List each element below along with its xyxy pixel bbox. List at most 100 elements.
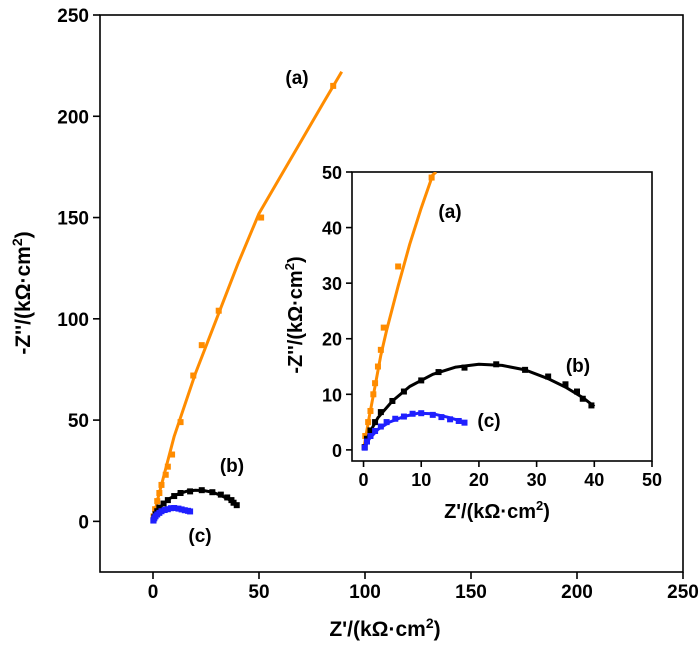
inset-series-c-point	[429, 411, 436, 418]
main-x-tick-label: 150	[455, 582, 487, 603]
main-x-tick-label: 200	[561, 582, 593, 603]
main-y-tick-label: 150	[57, 209, 89, 230]
main-series-c-point	[178, 506, 185, 513]
inset-series-b-label: (b)	[566, 356, 590, 377]
inset-series-a-point	[370, 391, 377, 398]
main-x-tick-label: 50	[248, 582, 269, 603]
inset-series-c-point	[418, 410, 425, 417]
main-series-b-point	[156, 504, 163, 511]
inset-x-axis-title: Z'/(kΩ·cm2)	[444, 498, 550, 523]
inset-x-tick-label: 50	[642, 470, 662, 490]
main-series-c-point	[168, 505, 175, 512]
main-x-tick-label: 250	[667, 582, 699, 603]
main-series-a-point	[215, 307, 222, 314]
inset-series-b-point	[522, 366, 529, 373]
inset-series-group	[361, 172, 596, 451]
inset-series-b-point	[545, 373, 552, 380]
main-y-axis-title: -Z''/(kΩ·cm2)	[9, 231, 35, 354]
inset-x-tick-label: 20	[469, 470, 489, 490]
inset-y-tick-label: 0	[332, 441, 342, 461]
inset-series-b-point	[574, 388, 580, 395]
inset-series-a-point	[428, 174, 435, 181]
main-series-a-point	[164, 463, 171, 470]
inset-y-tick-label: 50	[322, 163, 342, 183]
main-series-b-point	[160, 500, 167, 507]
inset-y-axis-title: -Z''/(kΩ·cm2)	[282, 256, 307, 373]
inset-series-a-line	[362, 172, 438, 451]
inset-series-b-point	[461, 364, 468, 371]
main-series-c-point	[175, 505, 182, 512]
main-series-b-point	[164, 497, 171, 504]
main-series-a-point	[162, 471, 169, 478]
inset-y-tick-label: 20	[322, 330, 342, 350]
inset-series-c-point	[392, 415, 399, 422]
main-series-a-point	[169, 451, 176, 458]
inset-series-b-point	[435, 369, 442, 376]
main-series-a-point	[190, 372, 197, 379]
inset-series-b-point	[367, 427, 374, 434]
inset-series-c-point	[367, 432, 374, 439]
inset-series-c-point	[409, 410, 416, 417]
main-series-a-point	[258, 214, 265, 221]
main-series-a-label: (a)	[285, 68, 308, 89]
main-series-b-point	[198, 487, 205, 494]
inset-y-tick-label: 40	[322, 219, 342, 239]
inset-series-c-point	[455, 417, 462, 424]
inset-series-b-point	[372, 419, 379, 426]
inset-series-c-point	[461, 419, 468, 426]
main-y-tick-label: 250	[57, 6, 89, 27]
main-series-b-point	[187, 488, 194, 495]
inset-series-b-point	[400, 388, 407, 395]
inset-frame	[351, 171, 653, 462]
inset-series-c-point	[377, 423, 384, 430]
inset-series-c-point	[364, 438, 370, 445]
main-series-a-point	[177, 419, 184, 426]
main-series-c-point	[161, 507, 168, 514]
inset-x-tick-label: 40	[584, 470, 604, 490]
main-series-a-point	[154, 498, 161, 505]
inset-series-b-point	[389, 397, 396, 404]
inset-series-c-point	[438, 414, 445, 421]
inset-series-c-label: (c)	[477, 411, 500, 432]
main-plot-area: 0 50 100 150 200 250050100150200250Z'/(kΩ·cm2…	[9, 6, 699, 641]
main-series-b-point	[224, 494, 231, 501]
main-series-c-point	[187, 508, 194, 515]
inset-series-a-point	[374, 363, 381, 370]
main-series-a-point	[158, 481, 165, 488]
main-series-b-point	[177, 490, 184, 497]
inset-series-a-point	[380, 324, 387, 331]
main-series-b-point	[233, 502, 240, 509]
inset-series-c-point	[447, 416, 454, 423]
inset-series-b-point	[579, 395, 586, 402]
inset-series-b-point	[493, 361, 500, 368]
main-x-axis-title: Z'/(kΩ·cm2)	[329, 615, 440, 641]
inset-series-b-point	[588, 402, 595, 409]
inset-series-b-point	[418, 377, 425, 384]
main-y-tick-label: 50	[68, 411, 89, 432]
inset-series-a-point	[377, 346, 384, 353]
main-y-tick-label: 100	[57, 310, 89, 331]
main-series-b-point	[230, 499, 237, 506]
main-y-tick-label: 0	[78, 512, 89, 533]
inset-series-a-point	[395, 263, 402, 270]
inset-series-a-point	[372, 380, 379, 387]
inset-x-tick-label: 30	[527, 470, 547, 490]
main-series-a-point	[156, 490, 163, 497]
main-series-b-point	[217, 491, 224, 498]
inset-series-c-point	[361, 444, 368, 451]
main-series-a-line	[151, 70, 343, 522]
main-series-b-label: (b)	[220, 456, 244, 477]
inset-x-tick-label: 10	[411, 470, 431, 490]
main-x-tick-label: 100	[349, 582, 381, 603]
inset-series-a-point	[365, 419, 372, 426]
main-series-a-point	[198, 342, 205, 349]
main-series-c-point	[158, 508, 165, 515]
main-frame	[99, 14, 684, 573]
main-series-b-point	[171, 493, 178, 500]
main-series-c-point	[181, 507, 188, 514]
inset-plot-area: 0 10 20 30 40 50 0 10 20 30 40 50 Z'/(kΩ·cm2) -Z''/(k…	[282, 163, 662, 523]
inset-series-a-point	[367, 407, 374, 414]
inset-series-a-label: (a)	[438, 202, 461, 223]
main-series-group	[150, 70, 343, 524]
inset-y-tick-label: 30	[322, 274, 342, 294]
